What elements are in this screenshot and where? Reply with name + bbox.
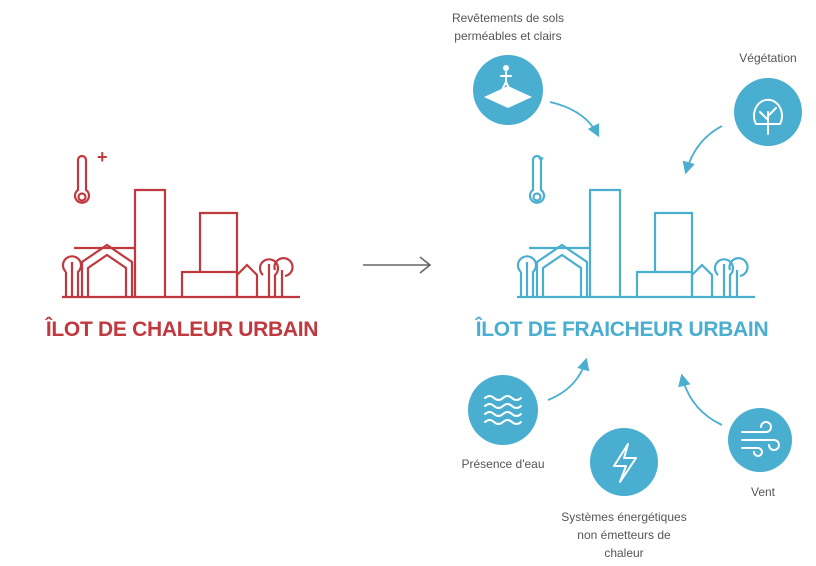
diagram: + ÎLOT DE CHALEUR URBAIN - ÎLOT DE FRAIC… (0, 0, 816, 566)
arrow (682, 376, 722, 425)
node-water: Présence d'eau (461, 375, 544, 471)
minus-sign: - (538, 147, 544, 167)
arrow (686, 126, 722, 172)
transition-arrow (363, 257, 430, 273)
label: Végétation (739, 51, 796, 65)
hot-title: ÎLOT DE CHALEUR URBAIN (45, 317, 318, 341)
label: Vent (751, 485, 776, 499)
label: non émetteurs de (577, 528, 671, 542)
hot-city (62, 156, 300, 297)
node-wind: Vent (728, 408, 792, 499)
label: Systèmes énergétiques (561, 510, 686, 524)
node-energy: Systèmes énergétiques non émetteurs de c… (561, 428, 686, 560)
cool-city (517, 156, 755, 297)
label: perméables et clairs (454, 29, 561, 43)
label: chaleur (604, 546, 643, 560)
label: Présence d'eau (461, 457, 544, 471)
cool-title: ÎLOT DE FRAICHEUR URBAIN (475, 317, 769, 341)
label: Revêtements de sols (452, 11, 564, 25)
arrow (550, 102, 598, 135)
node-vegetation: Végétation (734, 51, 802, 146)
plus-sign: + (97, 147, 108, 167)
node-pavement: Revêtements de sols perméables et clairs (452, 11, 564, 125)
arrow (548, 360, 586, 400)
